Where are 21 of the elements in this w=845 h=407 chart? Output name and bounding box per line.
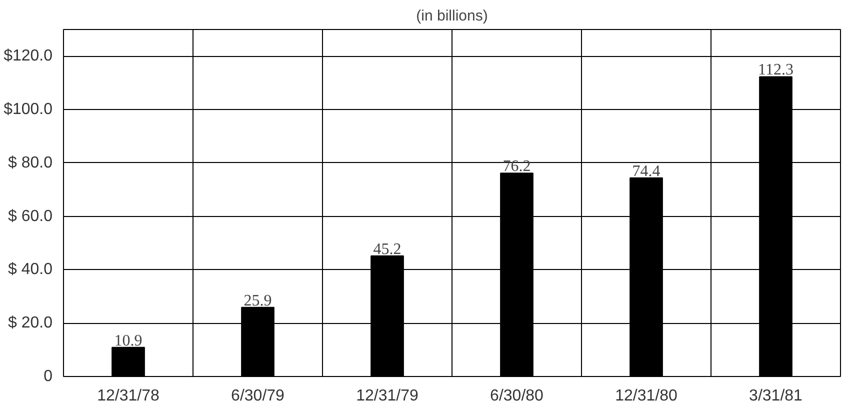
data-label: 74.4 xyxy=(632,162,660,180)
y-tick-label: 0 xyxy=(44,368,53,385)
data-label: 45.2 xyxy=(373,240,402,258)
y-tick-label: $ 80.0 xyxy=(8,154,53,172)
y-tick-label: $ 40.0 xyxy=(8,261,53,278)
x-tick-label: 12/31/80 xyxy=(615,388,678,404)
data-label: 10.9 xyxy=(114,332,142,350)
x-tick-label: 6/30/80 xyxy=(490,388,544,404)
y-tick-label: $120.0 xyxy=(4,48,53,65)
data-label: 25.9 xyxy=(244,292,272,310)
x-tick-label: 3/31/81 xyxy=(749,388,803,404)
chart-title: (in billions) xyxy=(416,8,488,24)
y-tick-label: $ 60.0 xyxy=(8,208,53,225)
x-tick-label: 12/31/79 xyxy=(356,388,418,404)
data-label: 76.2 xyxy=(502,158,531,176)
y-tick-label: $ 20.0 xyxy=(8,314,53,332)
x-tick-label: 12/31/78 xyxy=(97,388,160,404)
data-label: 112.3 xyxy=(758,62,794,79)
y-tick-label: $100.0 xyxy=(4,101,53,118)
x-tick-label: 6/30/79 xyxy=(231,388,285,404)
bar xyxy=(112,346,145,376)
